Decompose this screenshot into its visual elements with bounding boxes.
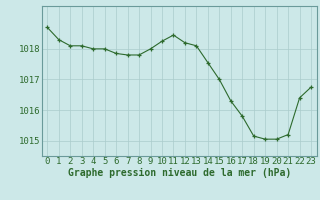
X-axis label: Graphe pression niveau de la mer (hPa): Graphe pression niveau de la mer (hPa) — [68, 168, 291, 178]
